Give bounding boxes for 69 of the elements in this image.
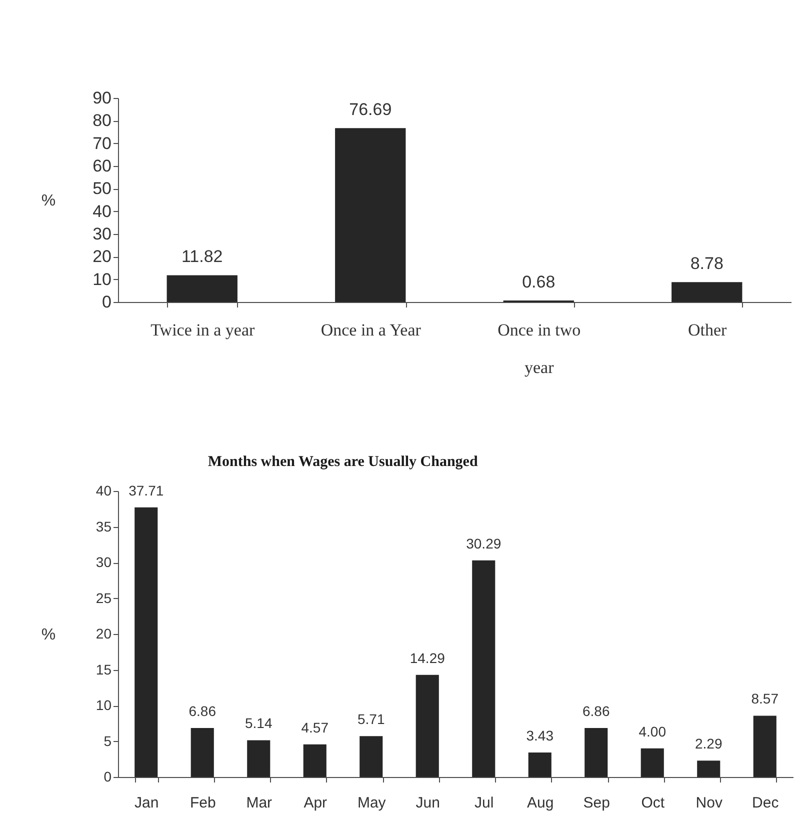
y-tick-label: 35 [96, 518, 112, 534]
bar [360, 736, 383, 777]
data-label: 14.29 [410, 650, 446, 666]
data-label: 37.71 [128, 482, 164, 498]
bar [247, 740, 270, 777]
bar [672, 282, 742, 302]
data-label: 4.57 [301, 719, 329, 736]
data-label: 30.29 [466, 535, 502, 552]
data-label: 11.82 [181, 247, 223, 266]
y-tick-label: 40 [96, 482, 112, 498]
x-tick-label: Once in a Year [320, 320, 422, 340]
bar [303, 744, 326, 777]
data-label: 8.78 [690, 254, 724, 274]
bar [472, 560, 496, 777]
data-label: 5.71 [358, 711, 385, 728]
x-tick-label: Apr [304, 794, 328, 812]
x-tick-label: Dec [752, 794, 780, 812]
y-tick-label: 20 [96, 626, 112, 642]
y-tick-label: 10 [96, 697, 112, 713]
x-tick-label: Mar [246, 794, 272, 812]
data-label: 0.68 [522, 272, 556, 292]
y-tick-label: 5 [104, 732, 112, 749]
data-label: 4.00 [638, 723, 666, 740]
y-tick-label: 30 [92, 224, 112, 244]
x-tick-label: Jun [416, 794, 440, 812]
bar [640, 748, 664, 777]
y-tick-label: 90 [92, 88, 112, 108]
x-tick-label: Feb [190, 794, 216, 812]
x-tick-label: Jan [134, 794, 159, 812]
y-tick-label: 25 [96, 590, 112, 606]
x-tick-label: Sep [583, 794, 610, 812]
x-tick-label: Twice in a year [150, 320, 255, 340]
data-label: 6.86 [582, 702, 610, 719]
bar [528, 752, 552, 777]
data-label: 5.14 [245, 715, 272, 732]
bar [697, 760, 720, 777]
data-label: 76.69 [349, 100, 392, 120]
bar [584, 728, 608, 777]
x-tick-label: Other [688, 320, 728, 340]
y-tick-label: 60 [92, 156, 112, 176]
y-tick-label: 10 [92, 270, 112, 289]
data-label: 6.86 [188, 702, 216, 719]
y-tick-label: 0 [102, 292, 112, 312]
x-tick-label: Aug [527, 794, 554, 812]
y-tick-label: 50 [92, 179, 112, 198]
bar [166, 275, 238, 302]
x-tick-label: Oct [641, 794, 666, 812]
x-tick-label: Nov [696, 794, 723, 812]
data-label: 8.57 [751, 690, 779, 707]
bar [335, 128, 406, 302]
y-tick-label: 0 [104, 768, 112, 784]
x-tick-label: May [357, 794, 386, 812]
y-tick-label: 30 [96, 554, 112, 570]
y-axis-title: % [41, 192, 56, 210]
x-tick-label: Jul [474, 794, 494, 812]
data-label: 2.29 [695, 736, 722, 752]
data-label: 3.43 [526, 727, 554, 744]
y-axis-title: % [41, 626, 56, 644]
bar [753, 716, 776, 777]
y-tick-label: 80 [92, 111, 112, 130]
bar [190, 728, 214, 777]
x-tick-label: Once in two year [498, 320, 581, 377]
y-tick-label: 70 [92, 134, 112, 153]
y-tick-label: 40 [92, 202, 112, 221]
y-tick-label: 15 [96, 661, 112, 678]
chart-title: Months when Wages are Usually Changed [208, 454, 478, 470]
bar [416, 674, 439, 777]
bar [134, 507, 158, 777]
y-tick-label: 20 [92, 247, 112, 266]
